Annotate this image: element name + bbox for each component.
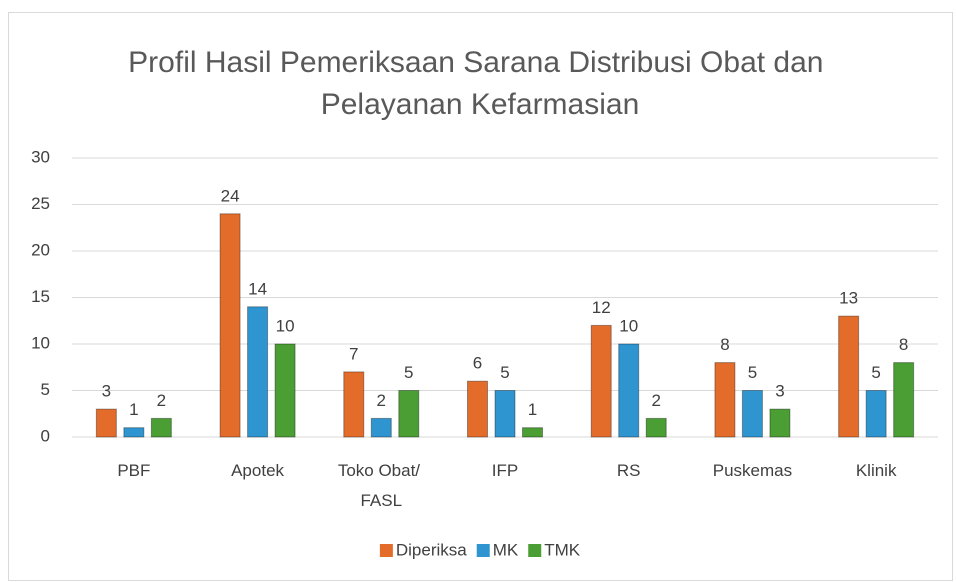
data-label: 13 — [839, 289, 858, 308]
data-label: 3 — [102, 382, 111, 401]
data-label: 5 — [871, 363, 880, 382]
x-tick-label: Puskemas — [713, 461, 792, 480]
x-tick-label: IFP — [492, 461, 518, 480]
bar — [247, 306, 269, 438]
y-tick-label: 15 — [31, 287, 50, 306]
bar — [893, 362, 915, 438]
y-tick-label: 10 — [31, 333, 50, 352]
legend-swatch — [379, 544, 393, 557]
data-label: 12 — [592, 298, 611, 317]
data-label: 8 — [899, 335, 908, 354]
y-tick-label: 5 — [41, 380, 50, 399]
data-label: 10 — [619, 316, 638, 335]
data-label: 7 — [349, 344, 358, 363]
legend-label: MK — [493, 540, 519, 559]
data-label: 3 — [775, 382, 784, 401]
x-tick-label: PBF — [117, 461, 150, 480]
bar — [618, 343, 640, 438]
chart-title: Profil Hasil Pemeriksaan Sarana Distribu… — [128, 46, 832, 121]
bar — [343, 371, 365, 438]
x-tick-label: Apotek — [231, 461, 284, 480]
x-tick-label: Toko Obat/ FASL — [338, 461, 425, 510]
bar — [714, 362, 736, 438]
bar — [150, 417, 172, 438]
data-label: 1 — [129, 400, 138, 419]
y-tick-label: 30 — [31, 147, 50, 166]
legend-swatch — [528, 544, 542, 557]
legend: Diperiksa MK TMK — [379, 540, 581, 559]
bar — [769, 408, 791, 438]
data-label: 14 — [248, 279, 267, 298]
data-label: 2 — [157, 391, 166, 410]
data-label: 6 — [473, 354, 482, 373]
data-label: 2 — [377, 391, 386, 410]
legend-swatch — [476, 544, 490, 557]
x-tick-label: Klinik — [856, 461, 897, 480]
bar — [95, 408, 117, 438]
y-tick-label: 20 — [31, 240, 50, 259]
data-label: 8 — [720, 335, 729, 354]
bar — [865, 390, 887, 438]
bar — [838, 315, 860, 438]
bar — [494, 390, 516, 438]
data-label: 1 — [528, 400, 537, 419]
data-label: 5 — [404, 363, 413, 382]
data-label: 5 — [500, 363, 509, 382]
bar — [219, 213, 241, 438]
chart-border — [8, 12, 953, 581]
bar — [741, 390, 763, 438]
bar — [522, 427, 543, 438]
bar — [123, 427, 145, 438]
y-tick-label: 0 — [41, 426, 50, 445]
bar — [467, 380, 488, 438]
y-tick-label: 25 — [31, 194, 50, 213]
bar — [370, 417, 392, 438]
legend-label: TMK — [544, 540, 581, 559]
bar — [398, 390, 420, 438]
data-label: 5 — [748, 363, 757, 382]
x-tick-label: RS — [617, 461, 641, 480]
bar — [274, 343, 296, 438]
bar — [590, 324, 612, 438]
data-label: 24 — [221, 186, 240, 205]
bar — [645, 417, 667, 438]
data-label: 2 — [651, 391, 660, 410]
data-label: 10 — [276, 316, 295, 335]
legend-label: Diperiksa — [396, 540, 467, 559]
